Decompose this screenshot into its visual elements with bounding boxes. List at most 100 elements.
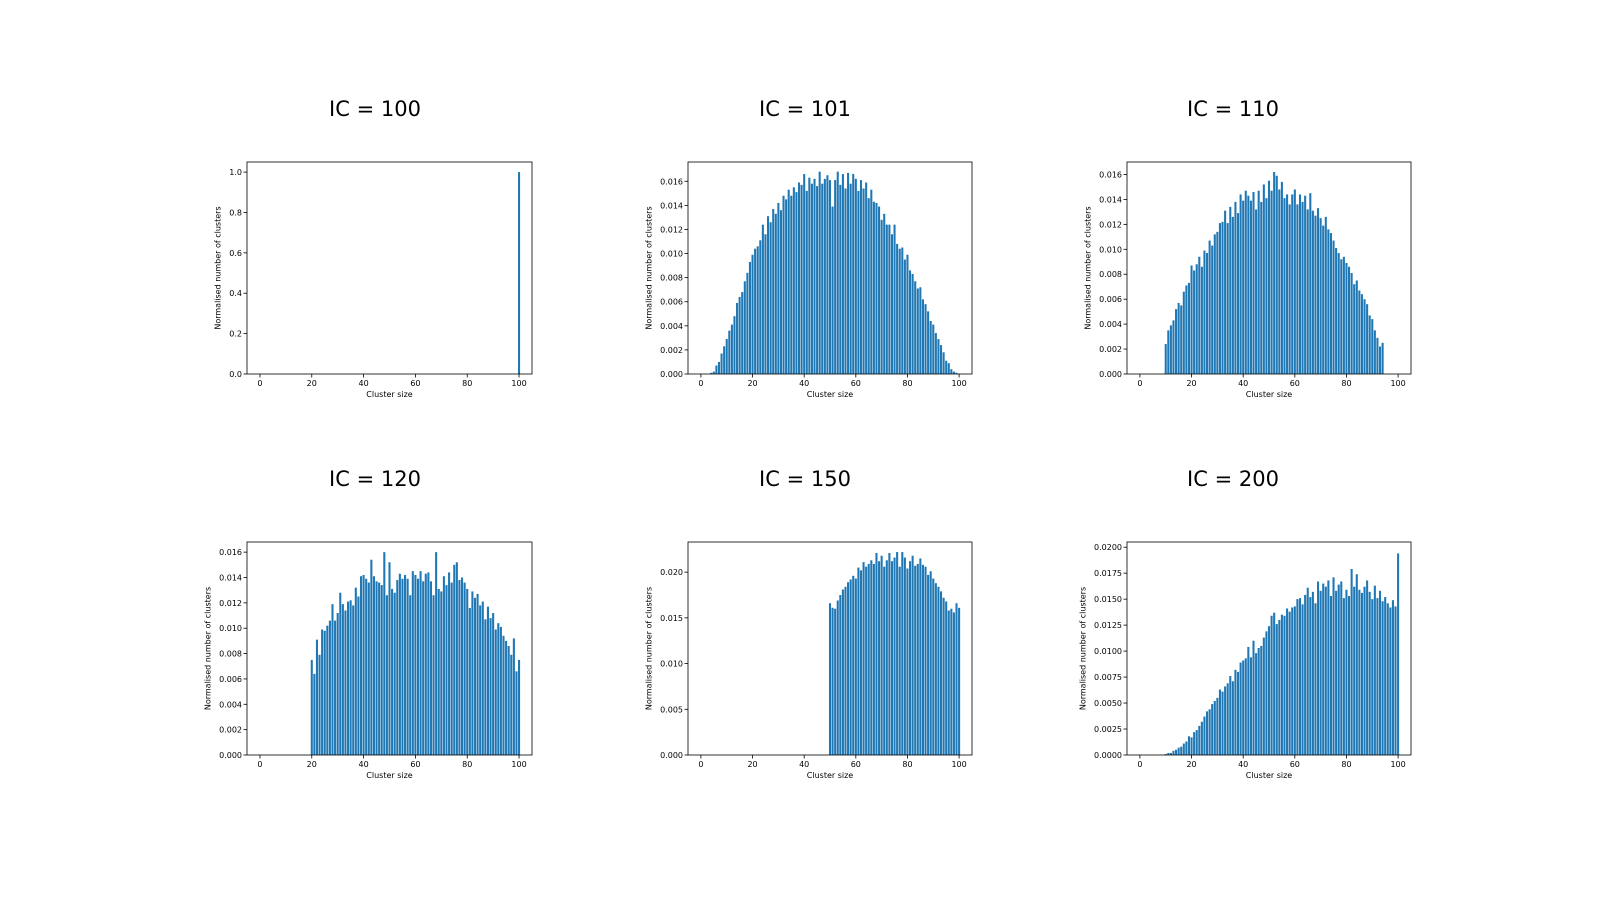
bar (730, 324, 733, 374)
y-tick-label: 0.002 (1099, 345, 1122, 354)
bar (782, 195, 785, 374)
y-tick-label: 0.010 (660, 660, 683, 669)
bar (896, 552, 899, 755)
bar (1301, 201, 1304, 374)
axes-frame (687, 541, 973, 756)
bar (836, 600, 839, 755)
bar (1348, 266, 1351, 374)
bar (865, 566, 868, 755)
bar (831, 607, 834, 755)
y-tick-label: 0.0025 (1094, 725, 1122, 734)
bar (1267, 180, 1271, 374)
bar (885, 560, 888, 755)
bar (862, 188, 865, 374)
y-tick-label: 0.008 (219, 650, 242, 659)
x-tick-label: 60 (851, 760, 861, 769)
bar (854, 178, 857, 374)
bar (1200, 266, 1203, 374)
bar (939, 345, 943, 374)
bar (1177, 747, 1180, 755)
bar (888, 552, 891, 755)
bar (1311, 210, 1314, 374)
x-tick-label: 0 (1137, 379, 1142, 388)
bar (924, 566, 927, 755)
bar (1244, 190, 1247, 374)
bar (1286, 194, 1289, 374)
bar (385, 595, 388, 755)
bar (468, 607, 471, 755)
bar (1304, 195, 1307, 374)
bar (380, 585, 383, 755)
bar (896, 243, 899, 374)
bar (422, 581, 425, 755)
bar (906, 568, 909, 755)
bar (1167, 330, 1170, 374)
bar (1376, 337, 1379, 374)
bar (1172, 320, 1175, 374)
y-tick-label: 0.006 (660, 298, 683, 307)
bar (924, 304, 927, 374)
bar (396, 580, 399, 755)
bar (929, 321, 932, 374)
bar (1195, 264, 1198, 374)
bar (1345, 589, 1348, 755)
x-tick-label: 20 (747, 379, 757, 388)
bar (847, 172, 850, 374)
bar (834, 608, 837, 755)
x-tick-label: 0 (1137, 760, 1142, 769)
chart-title-ic-120: IC = 120 (329, 467, 421, 491)
bar (725, 339, 728, 374)
bar (828, 180, 832, 374)
bar (1231, 681, 1234, 755)
bar (916, 288, 919, 374)
bar (736, 302, 739, 374)
x-tick-label: 60 (410, 760, 420, 769)
x-tick-label: 20 (307, 760, 317, 769)
y-tick-label: 0.000 (660, 370, 683, 379)
bar (880, 219, 883, 374)
bar (1185, 741, 1188, 755)
bar (893, 224, 896, 374)
bar (1389, 607, 1392, 755)
bar (909, 270, 912, 374)
bar (1239, 194, 1242, 374)
bar (1355, 280, 1358, 374)
y-tick-label: 0.002 (660, 346, 683, 355)
bar (1265, 198, 1268, 374)
y-tick-label: 0.016 (660, 177, 683, 186)
bar (1249, 657, 1252, 755)
y-tick-label: 0.0075 (1094, 673, 1122, 682)
chart-title-ic-110: IC = 110 (1187, 97, 1279, 121)
y-tick-label: 0.012 (660, 225, 683, 234)
bar (712, 371, 715, 374)
y-tick-label: 0.0200 (1094, 543, 1122, 552)
bar (1311, 591, 1314, 755)
bar (424, 573, 427, 755)
bar (1286, 608, 1289, 755)
x-tick-label: 100 (511, 379, 526, 388)
bar (359, 576, 363, 755)
bar (1177, 302, 1180, 374)
bar (818, 171, 821, 374)
y-tick-label: 0.4 (229, 289, 242, 298)
bar (1384, 597, 1387, 755)
bar (952, 612, 955, 755)
bar (1366, 580, 1369, 755)
axes-frame (1126, 161, 1412, 375)
bar (445, 585, 448, 755)
bar (945, 360, 948, 374)
x-tick-label: 20 (307, 379, 317, 388)
bar (1252, 191, 1255, 374)
bar (821, 183, 824, 374)
bar (1203, 250, 1206, 374)
bar (518, 659, 521, 755)
bar (1270, 615, 1273, 755)
axes-frame (246, 161, 533, 375)
axes-frame (246, 541, 533, 756)
bar (401, 578, 404, 755)
axes-frame (687, 161, 973, 375)
bar (1309, 193, 1312, 374)
bar (901, 247, 904, 374)
bar (779, 210, 782, 374)
